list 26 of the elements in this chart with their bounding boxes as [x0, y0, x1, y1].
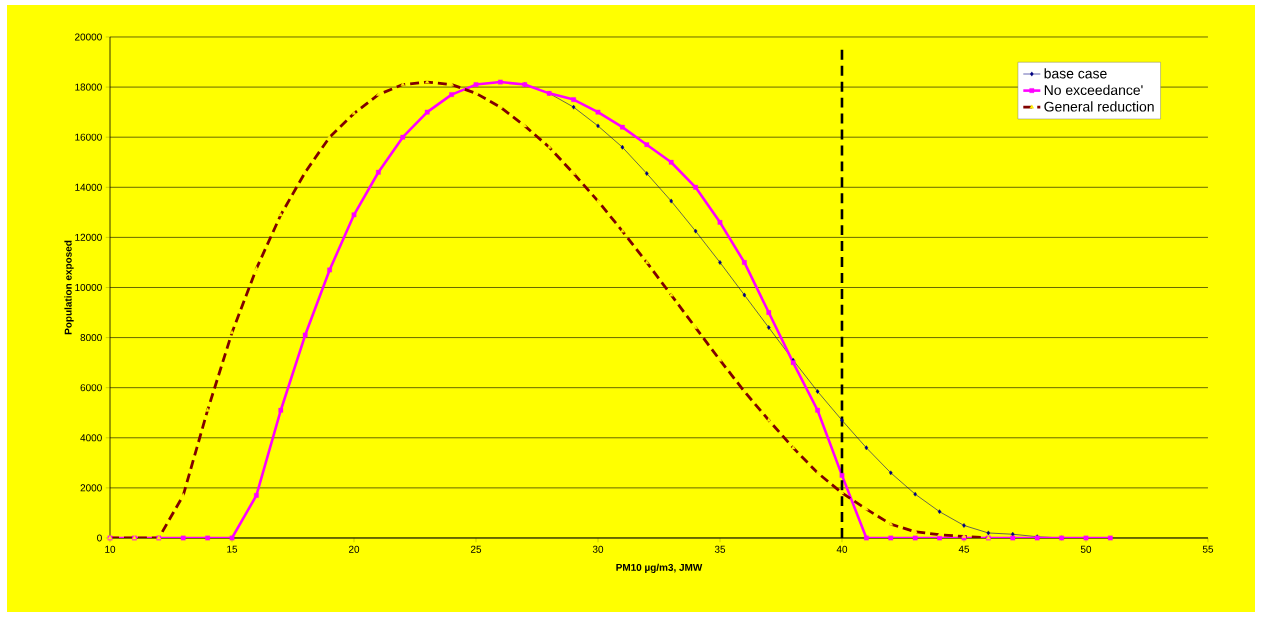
y-tick-label: 14000 [75, 183, 102, 191]
x-tick-label: 55 [1202, 545, 1214, 553]
y-tick-label: 2000 [80, 484, 102, 492]
y-tick-label: 12000 [75, 233, 102, 241]
x-tick-label: 50 [1080, 545, 1092, 553]
x-tick-label: 10 [105, 545, 116, 553]
x-tick-label: 30 [592, 545, 604, 553]
x-tick-label: 40 [836, 545, 848, 553]
legend-label: No exceedance' [1044, 84, 1143, 96]
y-tick-label: 0 [97, 534, 102, 542]
y-axis-title: Population exposed [64, 240, 74, 335]
x-tick-label: 35 [714, 545, 726, 553]
x-tick-label: 45 [958, 545, 970, 553]
y-tick-label: 20000 [75, 33, 102, 41]
x-tick-label: 20 [348, 545, 360, 553]
x-axis-title: PM10 µg/m3, JMW [616, 563, 703, 573]
y-tick-label: 10000 [75, 283, 102, 292]
x-tick-label: 15 [227, 545, 238, 553]
y-tick-label: 8000 [80, 334, 102, 342]
y-tick-label: 4000 [80, 434, 102, 442]
y-tick-label: 6000 [80, 384, 102, 392]
legend-label: General reduction [1044, 101, 1154, 112]
legend-label: base case [1044, 68, 1107, 79]
x-tick-label: 25 [470, 545, 482, 553]
y-tick-label: 16000 [75, 133, 102, 141]
y-tick-label: 18000 [75, 83, 102, 91]
